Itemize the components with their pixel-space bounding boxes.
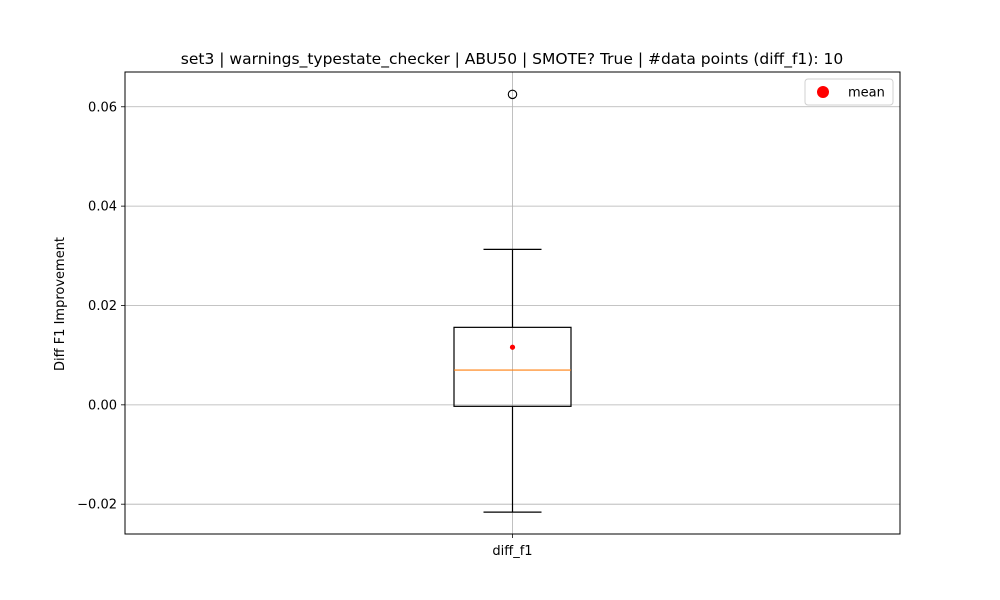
legend: mean [804,78,894,106]
y-tick-label: 0.02 [88,299,117,314]
y-tick-label: 0.00 [88,398,117,413]
chart-title: set3 | warnings_typestate_checker | ABU5… [181,50,843,69]
legend-box [804,78,894,106]
box-iqr [453,326,572,407]
y-tick-label: −0.02 [77,498,117,513]
plot-data [453,89,572,513]
outlier-point [507,89,518,100]
axes: −0.02 0.00 0.02 0.04 0.06 diff_f1 [77,100,532,559]
y-tick-label: 0.04 [88,200,117,215]
legend-mean-marker [817,86,829,98]
legend-label-mean: mean [848,86,885,101]
y-tick-label: 0.06 [88,100,117,115]
x-tick-label: diff_f1 [492,544,532,559]
mean-point [509,344,516,350]
y-axis-label: Diff F1 Improvement [53,237,68,371]
